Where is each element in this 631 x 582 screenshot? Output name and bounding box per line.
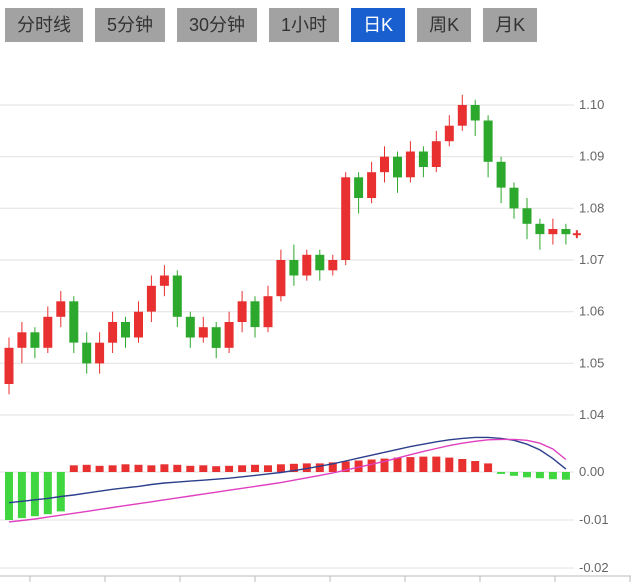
tab-1hour[interactable]: 1小时 (269, 8, 340, 42)
macd-tick-label: -0.02 (579, 560, 609, 575)
macd-tick-label: 0.00 (579, 464, 604, 479)
tab-weekly-k[interactable]: 周K (417, 8, 472, 42)
tab-daily-k[interactable]: 日K (351, 8, 406, 42)
price-tick-label: 1.08 (579, 200, 604, 215)
axis-labels: 1.10 1.09 1.08 1.07 1.06 1.05 1.04 0.00 -0.01 -0.… (579, 97, 609, 575)
candles (4, 94, 571, 395)
price-tick-label: 1.10 (579, 97, 604, 112)
timeframe-tabbar: 分时线 5分钟 30分钟 1小时 日K 周K 月K (5, 8, 538, 42)
price-tick-label: 1.04 (579, 407, 604, 422)
dif-line (8, 436, 567, 504)
price-tick-label: 1.07 (579, 252, 604, 267)
price-tick-label: 1.06 (579, 304, 604, 319)
tab-monthly-k[interactable]: 月K (483, 8, 538, 42)
tab-timeline[interactable]: 分时线 (5, 8, 83, 42)
price-tick-label: 1.05 (579, 355, 604, 370)
time-axis (0, 575, 631, 582)
last-price-marker (572, 230, 581, 239)
tab-5min[interactable]: 5分钟 (95, 8, 166, 42)
price-tick-label: 1.09 (579, 149, 604, 164)
macd-histogram (5, 456, 570, 520)
dea-line (8, 438, 567, 523)
tab-30min[interactable]: 30分钟 (177, 8, 258, 42)
macd-tick-label: -0.01 (579, 512, 609, 527)
